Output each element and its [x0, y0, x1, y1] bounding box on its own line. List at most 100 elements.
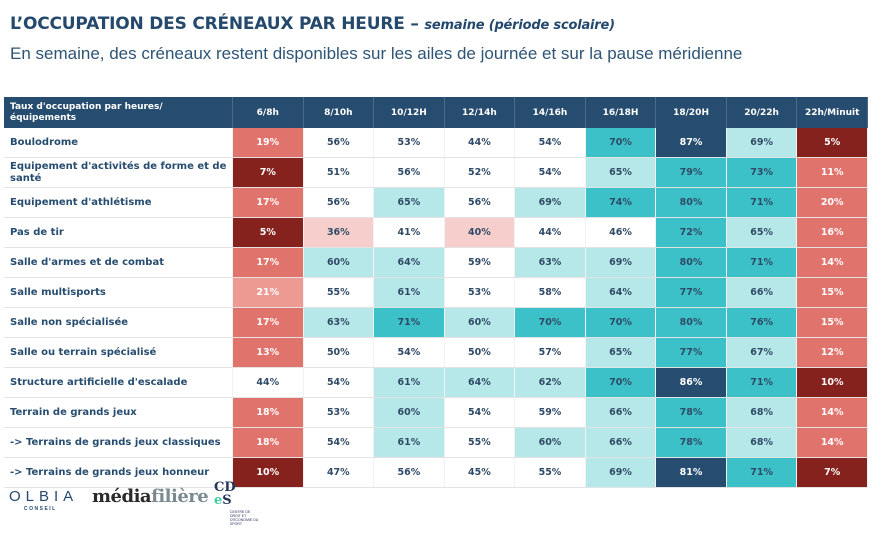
table-row: Terrain de grands jeux 18% 53% 60% 54% 59% 66%… — [4, 397, 868, 428]
row-label: Boulodrome — [4, 128, 233, 158]
heatmap-cell: 56% — [303, 187, 375, 218]
page-subtitle: En semaine, des créneaux restent disponi… — [10, 44, 743, 63]
heatmap-cell: 70% — [514, 307, 586, 338]
heatmap-cell: 16% — [796, 217, 868, 248]
table-row: -> Terrains de grands jeux honneur 10% 47%… — [4, 457, 868, 488]
heatmap-cell: 41% — [373, 217, 445, 248]
heatmap-cell: 57% — [514, 337, 586, 368]
olbia-logo-subtitle: CONSEIL — [24, 506, 57, 512]
row-label: Salle d'armes et de combat — [4, 247, 233, 278]
table-row: Equipement d'athlétisme 17% 56% 65% 56% 69% 74… — [4, 187, 868, 218]
column-header: 22h/Minuit — [796, 97, 868, 128]
heatmap-cell: 69% — [726, 128, 798, 158]
column-header: 10/12H — [373, 97, 445, 128]
heatmap-cell: 55% — [514, 457, 586, 488]
row-label: Pas de tir — [4, 217, 233, 248]
row-label: Equipement d'athlétisme — [4, 187, 233, 218]
heatmap-cell: 10% — [232, 457, 304, 488]
heatmap-cell: 14% — [796, 397, 868, 428]
footer-logos: OLBIA CONSEIL médiafilière CD eS CENTRE … — [0, 478, 885, 538]
heatmap-cell: 54% — [303, 427, 375, 458]
heatmap-cell: 21% — [232, 277, 304, 308]
row-label: -> Terrains de grands jeux classiques — [4, 427, 233, 458]
heatmap-cell: 66% — [726, 277, 798, 308]
heatmap-cell: 60% — [444, 307, 516, 338]
table-row: Boulodrome 19% 56% 53% 44% 54% 70% 87% 69% 5% — [4, 128, 868, 158]
heatmap-cell: 63% — [514, 247, 586, 278]
cdes-logo-e: e — [214, 493, 223, 508]
heatmap-cell: 36% — [303, 217, 375, 248]
heatmap-cell: 65% — [726, 217, 798, 248]
heatmap-cell: 78% — [655, 397, 727, 428]
table-row: Salle d'armes et de combat 17% 60% 64% 59% 63… — [4, 247, 868, 278]
table-row: Structure artificielle d'escalade 44% 54% 6… — [4, 367, 868, 398]
heatmap-cell: 60% — [303, 247, 375, 278]
heatmap-cell: 44% — [444, 128, 516, 158]
heatmap-cell: 87% — [655, 128, 727, 158]
heatmap-cell: 66% — [585, 427, 657, 458]
heatmap-cell: 47% — [303, 457, 375, 488]
heatmap-cell: 71% — [726, 187, 798, 218]
heatmap-cell: 15% — [796, 307, 868, 338]
heatmap-cell: 17% — [232, 247, 304, 278]
row-label: Salle ou terrain spécialisé — [4, 337, 233, 368]
heatmap-cell: 53% — [303, 397, 375, 428]
heatmap-cell: 69% — [585, 247, 657, 278]
heatmap-cell: 14% — [796, 247, 868, 278]
heatmap-cell: 17% — [232, 187, 304, 218]
heatmap-cell: 61% — [373, 367, 445, 398]
heatmap-cell: 53% — [373, 128, 445, 158]
title-main: L’OCCUPATION DES CRÉNEAUX PAR HEURE – — [10, 14, 425, 34]
row-label: Terrain de grands jeux — [4, 397, 233, 428]
heatmap-cell: 72% — [655, 217, 727, 248]
heatmap-cell: 61% — [373, 277, 445, 308]
occupation-heatmap-table: Taux d'occupation par heures/ équipement… — [4, 97, 868, 488]
heatmap-cell: 64% — [444, 367, 516, 398]
cdes-logo: CD eS CENTRE DE DROIT ET D'ÉCONOMIE DU S… — [214, 480, 258, 526]
heatmap-cell: 54% — [514, 128, 586, 158]
heatmap-cell: 69% — [585, 457, 657, 488]
column-header: 12/14h — [444, 97, 516, 128]
heatmap-body: Boulodrome 19% 56% 53% 44% 54% 70% 87% 69% 5% Equi… — [4, 128, 868, 488]
heatmap-cell: 58% — [514, 277, 586, 308]
heatmap-cell: 76% — [726, 307, 798, 338]
heatmap-cell: 56% — [373, 457, 445, 488]
title-period: semaine (période scolaire) — [424, 18, 615, 33]
heatmap-cell: 74% — [585, 187, 657, 218]
table-row: Equipement d'activités de forme et de sa… — [4, 157, 868, 188]
row-label: Salle non spécialisée — [4, 307, 233, 338]
column-header: 6/8h — [232, 97, 304, 128]
heatmap-cell: 61% — [373, 427, 445, 458]
heatmap-cell: 60% — [373, 397, 445, 428]
column-header: 14/16h — [514, 97, 586, 128]
column-header: 18/20H — [655, 97, 727, 128]
heatmap-cell: 55% — [303, 277, 375, 308]
cdes-logo-top: CD — [214, 480, 236, 495]
heatmap-cell: 56% — [303, 128, 375, 158]
heatmap-cell: 81% — [655, 457, 727, 488]
row-label: Salle multisports — [4, 277, 233, 308]
heatmap-cell: 65% — [585, 157, 657, 188]
table-row: Pas de tir 5% 36% 41% 40% 44% 46% 72% 65% 16% — [4, 217, 868, 248]
heatmap-cell: 11% — [796, 157, 868, 188]
heatmap-cell: 44% — [514, 217, 586, 248]
heatmap-cell: 79% — [655, 157, 727, 188]
heatmap-cell: 18% — [232, 397, 304, 428]
cdes-logo-caption: CENTRE DE DROIT ET D'ÉCONOMIE DU SPORT — [230, 510, 259, 526]
heatmap-cell: 50% — [444, 337, 516, 368]
heatmap-cell: 63% — [303, 307, 375, 338]
heatmap-cell: 71% — [726, 247, 798, 278]
cdes-logo-bottom: eS — [214, 493, 232, 508]
heatmap-cell: 20% — [796, 187, 868, 218]
heatmap-cell: 17% — [232, 307, 304, 338]
heatmap-cell: 77% — [655, 277, 727, 308]
heatmap-cell: 51% — [303, 157, 375, 188]
column-header: 8/10h — [303, 97, 375, 128]
heatmap-cell: 50% — [303, 337, 375, 368]
heatmap-cell: 5% — [232, 217, 304, 248]
heatmap-cell: 59% — [514, 397, 586, 428]
heatmap-cell: 13% — [232, 337, 304, 368]
heatmap-cell: 80% — [655, 307, 727, 338]
row-label: Structure artificielle d'escalade — [4, 367, 233, 398]
heatmap-cell: 65% — [373, 187, 445, 218]
